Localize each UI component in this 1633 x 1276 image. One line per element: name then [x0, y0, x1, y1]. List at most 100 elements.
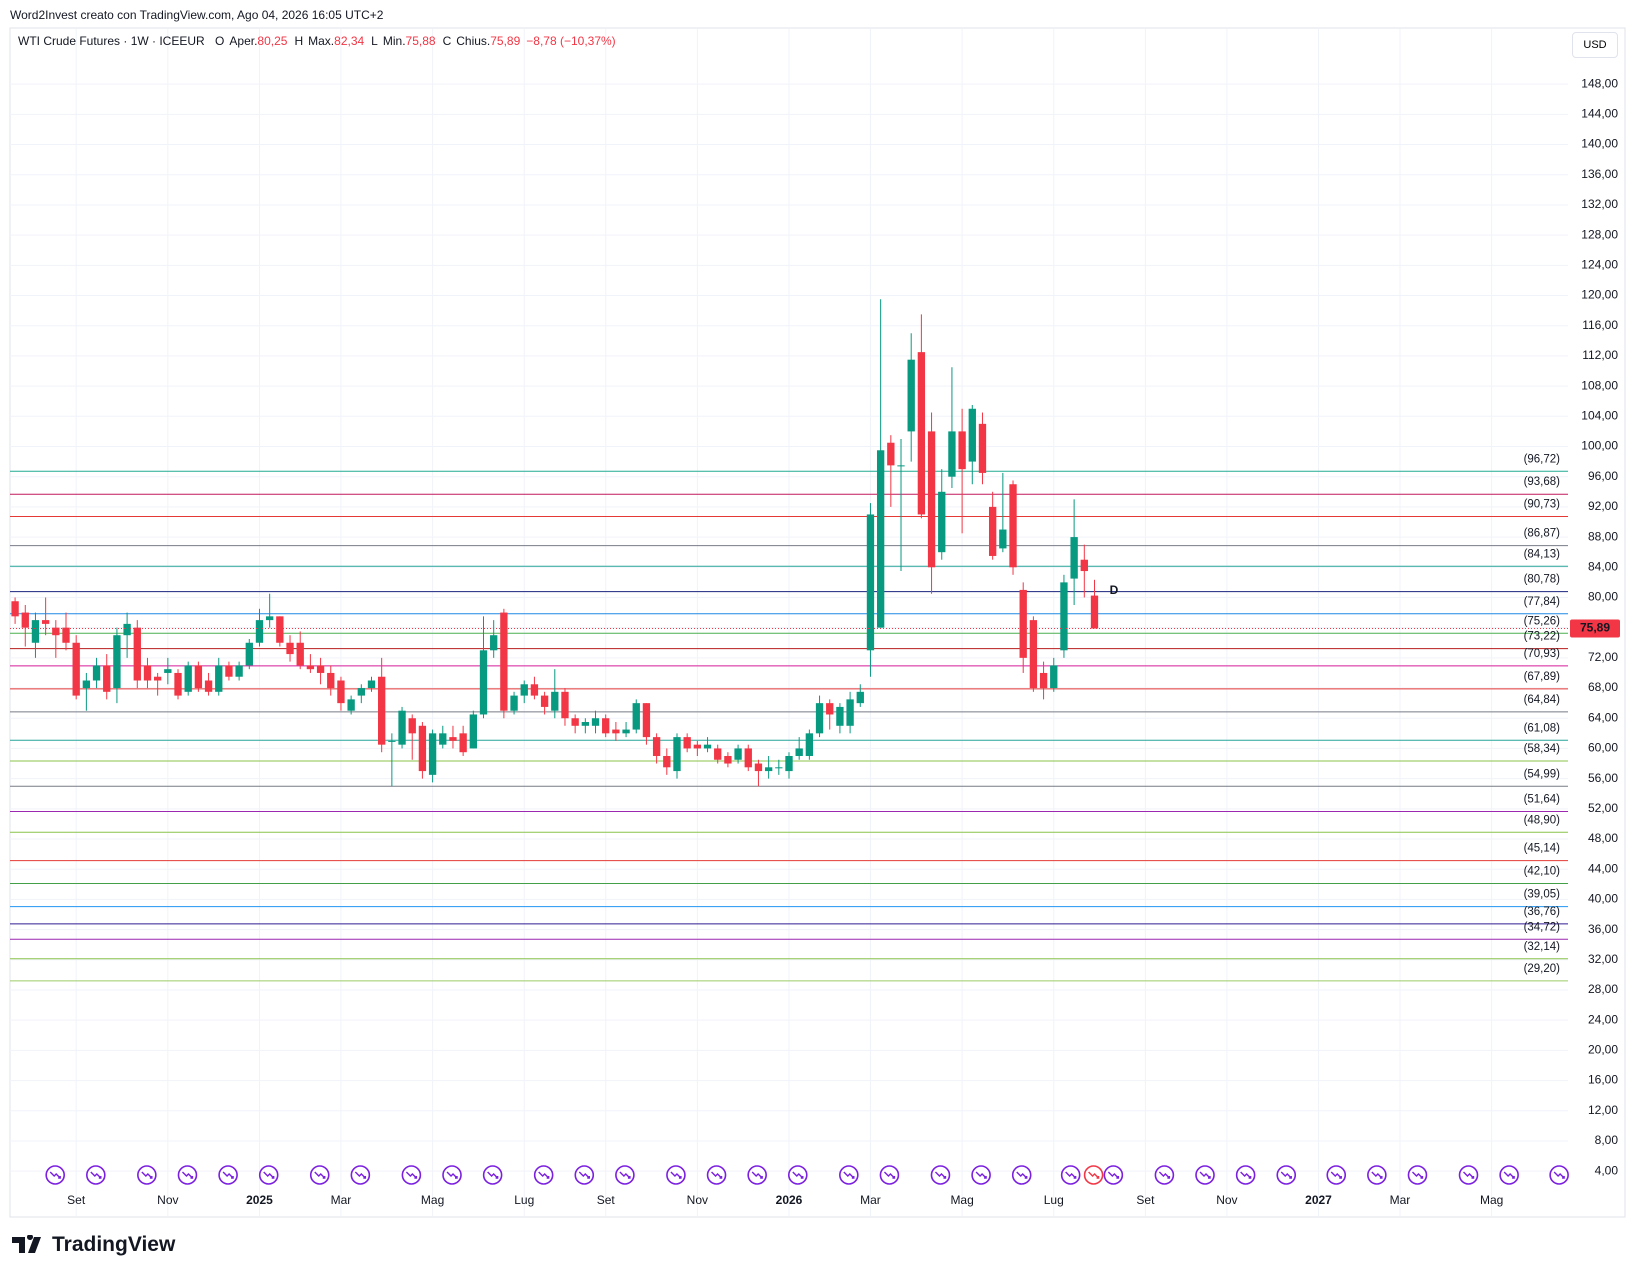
y-tick-label: 64,00	[1588, 710, 1618, 724]
event-icon[interactable]	[574, 1165, 595, 1185]
x-tick-label: Mar	[331, 1193, 352, 1207]
event-icon[interactable]	[1326, 1165, 1347, 1185]
candle-body	[408, 718, 416, 734]
event-icon[interactable]	[1060, 1165, 1081, 1185]
event-icon[interactable]	[1154, 1165, 1175, 1185]
candle-body	[876, 450, 885, 628]
event-icon-glyph	[49, 1171, 61, 1179]
candle-body	[775, 767, 783, 769]
legend-value: 75,88	[405, 34, 436, 48]
y-tick-label: 128,00	[1581, 227, 1618, 241]
level-label: (61,08)	[1524, 722, 1561, 734]
event-icon[interactable]	[1549, 1165, 1569, 1185]
candle-body	[418, 725, 427, 772]
event-icon[interactable]	[1235, 1165, 1256, 1185]
event-icon[interactable]	[177, 1165, 198, 1185]
event-icon[interactable]	[45, 1165, 65, 1185]
event-icon[interactable]	[1276, 1165, 1297, 1185]
event-icon[interactable]	[930, 1165, 951, 1185]
event-icon-glyph	[843, 1171, 855, 1179]
y-tick-label: 124,00	[1581, 258, 1618, 272]
x-tick-label: Mag	[950, 1193, 973, 1207]
event-icon[interactable]	[258, 1165, 279, 1185]
event-icon-glyph	[1411, 1171, 1424, 1179]
event-icon-glyph	[619, 1171, 631, 1179]
candle-body	[652, 737, 661, 756]
y-tick-label: 8,00	[1595, 1133, 1619, 1147]
event-icon[interactable]	[1499, 1165, 1519, 1185]
event-icon[interactable]	[137, 1165, 157, 1185]
y-tick-label: 96,00	[1588, 469, 1618, 483]
y-tick-label: 144,00	[1581, 107, 1618, 121]
candle-body	[11, 601, 19, 617]
x-tick-label: Nov	[687, 1193, 708, 1207]
candle-body	[215, 665, 223, 692]
event-icon-glyph	[1065, 1171, 1077, 1179]
candle-body	[41, 620, 50, 624]
candle-body	[815, 703, 824, 734]
event-icon[interactable]	[350, 1165, 371, 1185]
event-icon[interactable]	[879, 1165, 900, 1185]
candle-body	[439, 733, 447, 745]
candle-body	[204, 680, 213, 692]
event-icon-glyph	[1016, 1171, 1028, 1179]
event-icon[interactable]	[839, 1165, 859, 1185]
candle-body	[795, 748, 803, 756]
candle-body	[642, 703, 651, 738]
candle-body	[92, 665, 101, 681]
event-icon[interactable]	[1011, 1165, 1032, 1185]
event-icon-glyph	[405, 1171, 418, 1179]
event-icon[interactable]	[1367, 1165, 1387, 1185]
y-tick-label: 40,00	[1588, 892, 1618, 906]
event-icon[interactable]	[533, 1165, 554, 1185]
event-icon[interactable]	[309, 1165, 330, 1185]
event-icon[interactable]	[401, 1165, 422, 1185]
event-icon[interactable]	[1458, 1165, 1479, 1185]
candle-body	[683, 737, 691, 749]
candle-body	[398, 710, 406, 745]
candle-body	[927, 431, 936, 568]
event-icon[interactable]	[1103, 1165, 1124, 1185]
x-tick-label: Lug	[1044, 1193, 1064, 1207]
candle-body	[1029, 620, 1038, 689]
event-icon[interactable]	[706, 1165, 727, 1185]
candle-body	[266, 616, 274, 621]
candle-body	[306, 665, 315, 670]
event-icon[interactable]	[1407, 1165, 1428, 1185]
level-label: (80,78)	[1524, 574, 1561, 586]
legend-name: Aper.	[229, 34, 258, 48]
event-icon[interactable]	[747, 1165, 767, 1185]
candle-body	[1070, 537, 1078, 579]
event-icon[interactable]	[787, 1165, 808, 1185]
event-icon[interactable]	[1195, 1165, 1215, 1185]
event-icon[interactable]	[971, 1165, 991, 1185]
candle-body	[602, 718, 610, 734]
event-icon-glyph	[792, 1171, 804, 1179]
x-tick-label: Set	[67, 1193, 86, 1207]
y-tick-label: 120,00	[1581, 288, 1618, 302]
currency-button[interactable]: USD	[1572, 32, 1618, 58]
event-icon[interactable]	[615, 1165, 635, 1185]
candle-body	[72, 642, 80, 696]
event-icon-glyph	[711, 1171, 723, 1179]
event-icon-glyph	[670, 1171, 682, 1179]
y-tick-label: 36,00	[1588, 922, 1618, 936]
event-icon[interactable]	[86, 1165, 106, 1185]
candle-body	[490, 635, 498, 651]
level-label: (90,73)	[1524, 499, 1561, 511]
candle-body	[327, 672, 335, 689]
candle-body	[225, 665, 233, 677]
candle-body	[143, 665, 152, 681]
candle-body	[958, 431, 966, 470]
legend-key: O	[215, 34, 225, 48]
event-icon-glyph	[1088, 1171, 1100, 1179]
event-icon[interactable]	[442, 1165, 462, 1185]
event-icon[interactable]	[666, 1165, 686, 1185]
level-label: (54,99)	[1524, 768, 1561, 780]
event-icon[interactable]	[1083, 1165, 1104, 1185]
event-icon[interactable]	[482, 1165, 503, 1185]
event-icon[interactable]	[218, 1165, 238, 1185]
candle-body	[866, 514, 875, 651]
level-label: (32,14)	[1524, 941, 1561, 953]
level-label: (84,13)	[1524, 548, 1561, 560]
